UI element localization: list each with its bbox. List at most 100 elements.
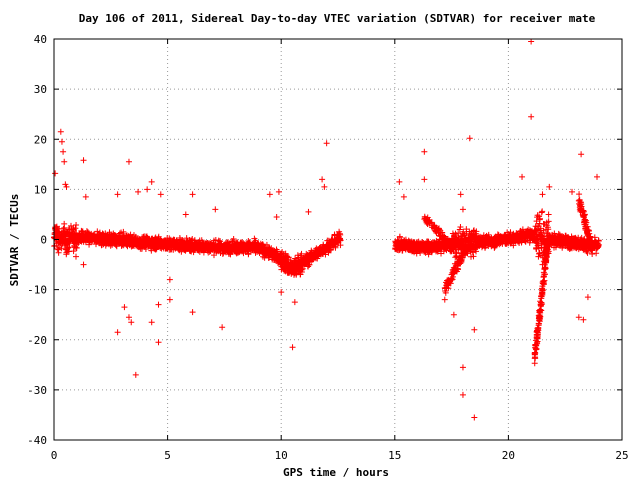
- y-tick-label: 0: [40, 234, 47, 247]
- data-point: [578, 151, 585, 158]
- data-point: [531, 360, 538, 367]
- data-point: [166, 276, 173, 283]
- x-tick-label: 0: [51, 449, 58, 462]
- y-tick-label: 10: [34, 183, 47, 196]
- data-point: [182, 211, 189, 218]
- data-point: [466, 135, 473, 142]
- data-point: [52, 170, 59, 177]
- data-point: [55, 246, 62, 253]
- data-point: [289, 344, 296, 351]
- data-point: [72, 253, 79, 260]
- data-point: [576, 191, 583, 198]
- x-tick-label: 20: [502, 449, 515, 462]
- data-point: [594, 173, 601, 180]
- data-point: [450, 311, 457, 318]
- data-point: [278, 289, 285, 296]
- data-point: [453, 253, 460, 260]
- data-point: [73, 222, 80, 229]
- data-point: [135, 188, 142, 195]
- data-point: [471, 326, 478, 333]
- data-point: [144, 186, 151, 193]
- x-tick-label: 5: [164, 449, 171, 462]
- y-tick-label: 20: [34, 133, 47, 146]
- data-point: [305, 208, 312, 215]
- data-point: [61, 158, 68, 165]
- data-point: [94, 228, 101, 235]
- data-point: [114, 329, 121, 336]
- y-tick-label: -10: [27, 284, 47, 297]
- data-point: [452, 230, 459, 237]
- data-point: [457, 191, 464, 198]
- data-point: [299, 265, 306, 272]
- data-point: [519, 173, 526, 180]
- data-point: [425, 251, 432, 258]
- data-point: [155, 339, 162, 346]
- y-tick-label: 40: [34, 33, 47, 46]
- data-point: [66, 244, 73, 251]
- data-point: [58, 138, 65, 145]
- data-point: [230, 235, 237, 242]
- data-point: [298, 269, 305, 276]
- data-point: [148, 178, 155, 185]
- data-point: [121, 304, 128, 311]
- y-axis-label: SDTVAR / TECUs: [8, 194, 21, 287]
- data-point: [57, 128, 64, 135]
- data-point: [306, 261, 313, 268]
- data-point: [125, 158, 132, 165]
- data-point: [157, 191, 164, 198]
- data-point: [219, 324, 226, 331]
- data-point: [246, 239, 253, 246]
- data-point: [189, 191, 196, 198]
- data-point: [528, 113, 535, 120]
- data-point: [68, 222, 75, 229]
- chart-title: Day 106 of 2011, Sidereal Day-to-day VTE…: [79, 12, 596, 25]
- data-point: [459, 206, 466, 213]
- data-points: [51, 38, 602, 421]
- data-point: [441, 296, 448, 303]
- data-point: [189, 235, 196, 242]
- data-point: [212, 237, 219, 244]
- data-point: [337, 237, 344, 244]
- data-point: [69, 226, 76, 233]
- x-tick-label: 25: [615, 449, 628, 462]
- data-point: [166, 296, 173, 303]
- data-point: [460, 228, 467, 235]
- data-point: [58, 245, 65, 252]
- data-point: [319, 176, 326, 183]
- data-point: [457, 223, 464, 230]
- data-point: [539, 191, 546, 198]
- data-point: [545, 211, 552, 218]
- data-point: [70, 248, 77, 255]
- data-point: [396, 178, 403, 185]
- data-point: [198, 237, 205, 244]
- data-point: [65, 245, 72, 252]
- data-point: [80, 261, 87, 268]
- data-point: [584, 294, 591, 301]
- data-point: [282, 250, 289, 257]
- x-tick-label: 10: [275, 449, 288, 462]
- data-point: [400, 193, 407, 200]
- data-point: [471, 414, 478, 421]
- data-point: [189, 309, 196, 316]
- data-point: [459, 364, 466, 371]
- data-point: [593, 250, 600, 257]
- data-point: [539, 208, 546, 215]
- data-point: [114, 191, 121, 198]
- data-point: [328, 245, 335, 252]
- data-point: [61, 220, 68, 227]
- data-point: [459, 391, 466, 398]
- data-point: [120, 228, 127, 235]
- data-point: [546, 183, 553, 190]
- data-point: [421, 148, 428, 155]
- data-point: [291, 299, 298, 306]
- data-point: [337, 231, 344, 238]
- data-point: [60, 148, 67, 155]
- data-point: [273, 213, 280, 220]
- data-point: [589, 250, 596, 257]
- y-tick-label: 30: [34, 83, 47, 96]
- data-point: [132, 371, 139, 378]
- x-axis-label: GPS time / hours: [283, 466, 389, 479]
- y-tick-label: -30: [27, 384, 47, 397]
- x-tick-label: 15: [388, 449, 401, 462]
